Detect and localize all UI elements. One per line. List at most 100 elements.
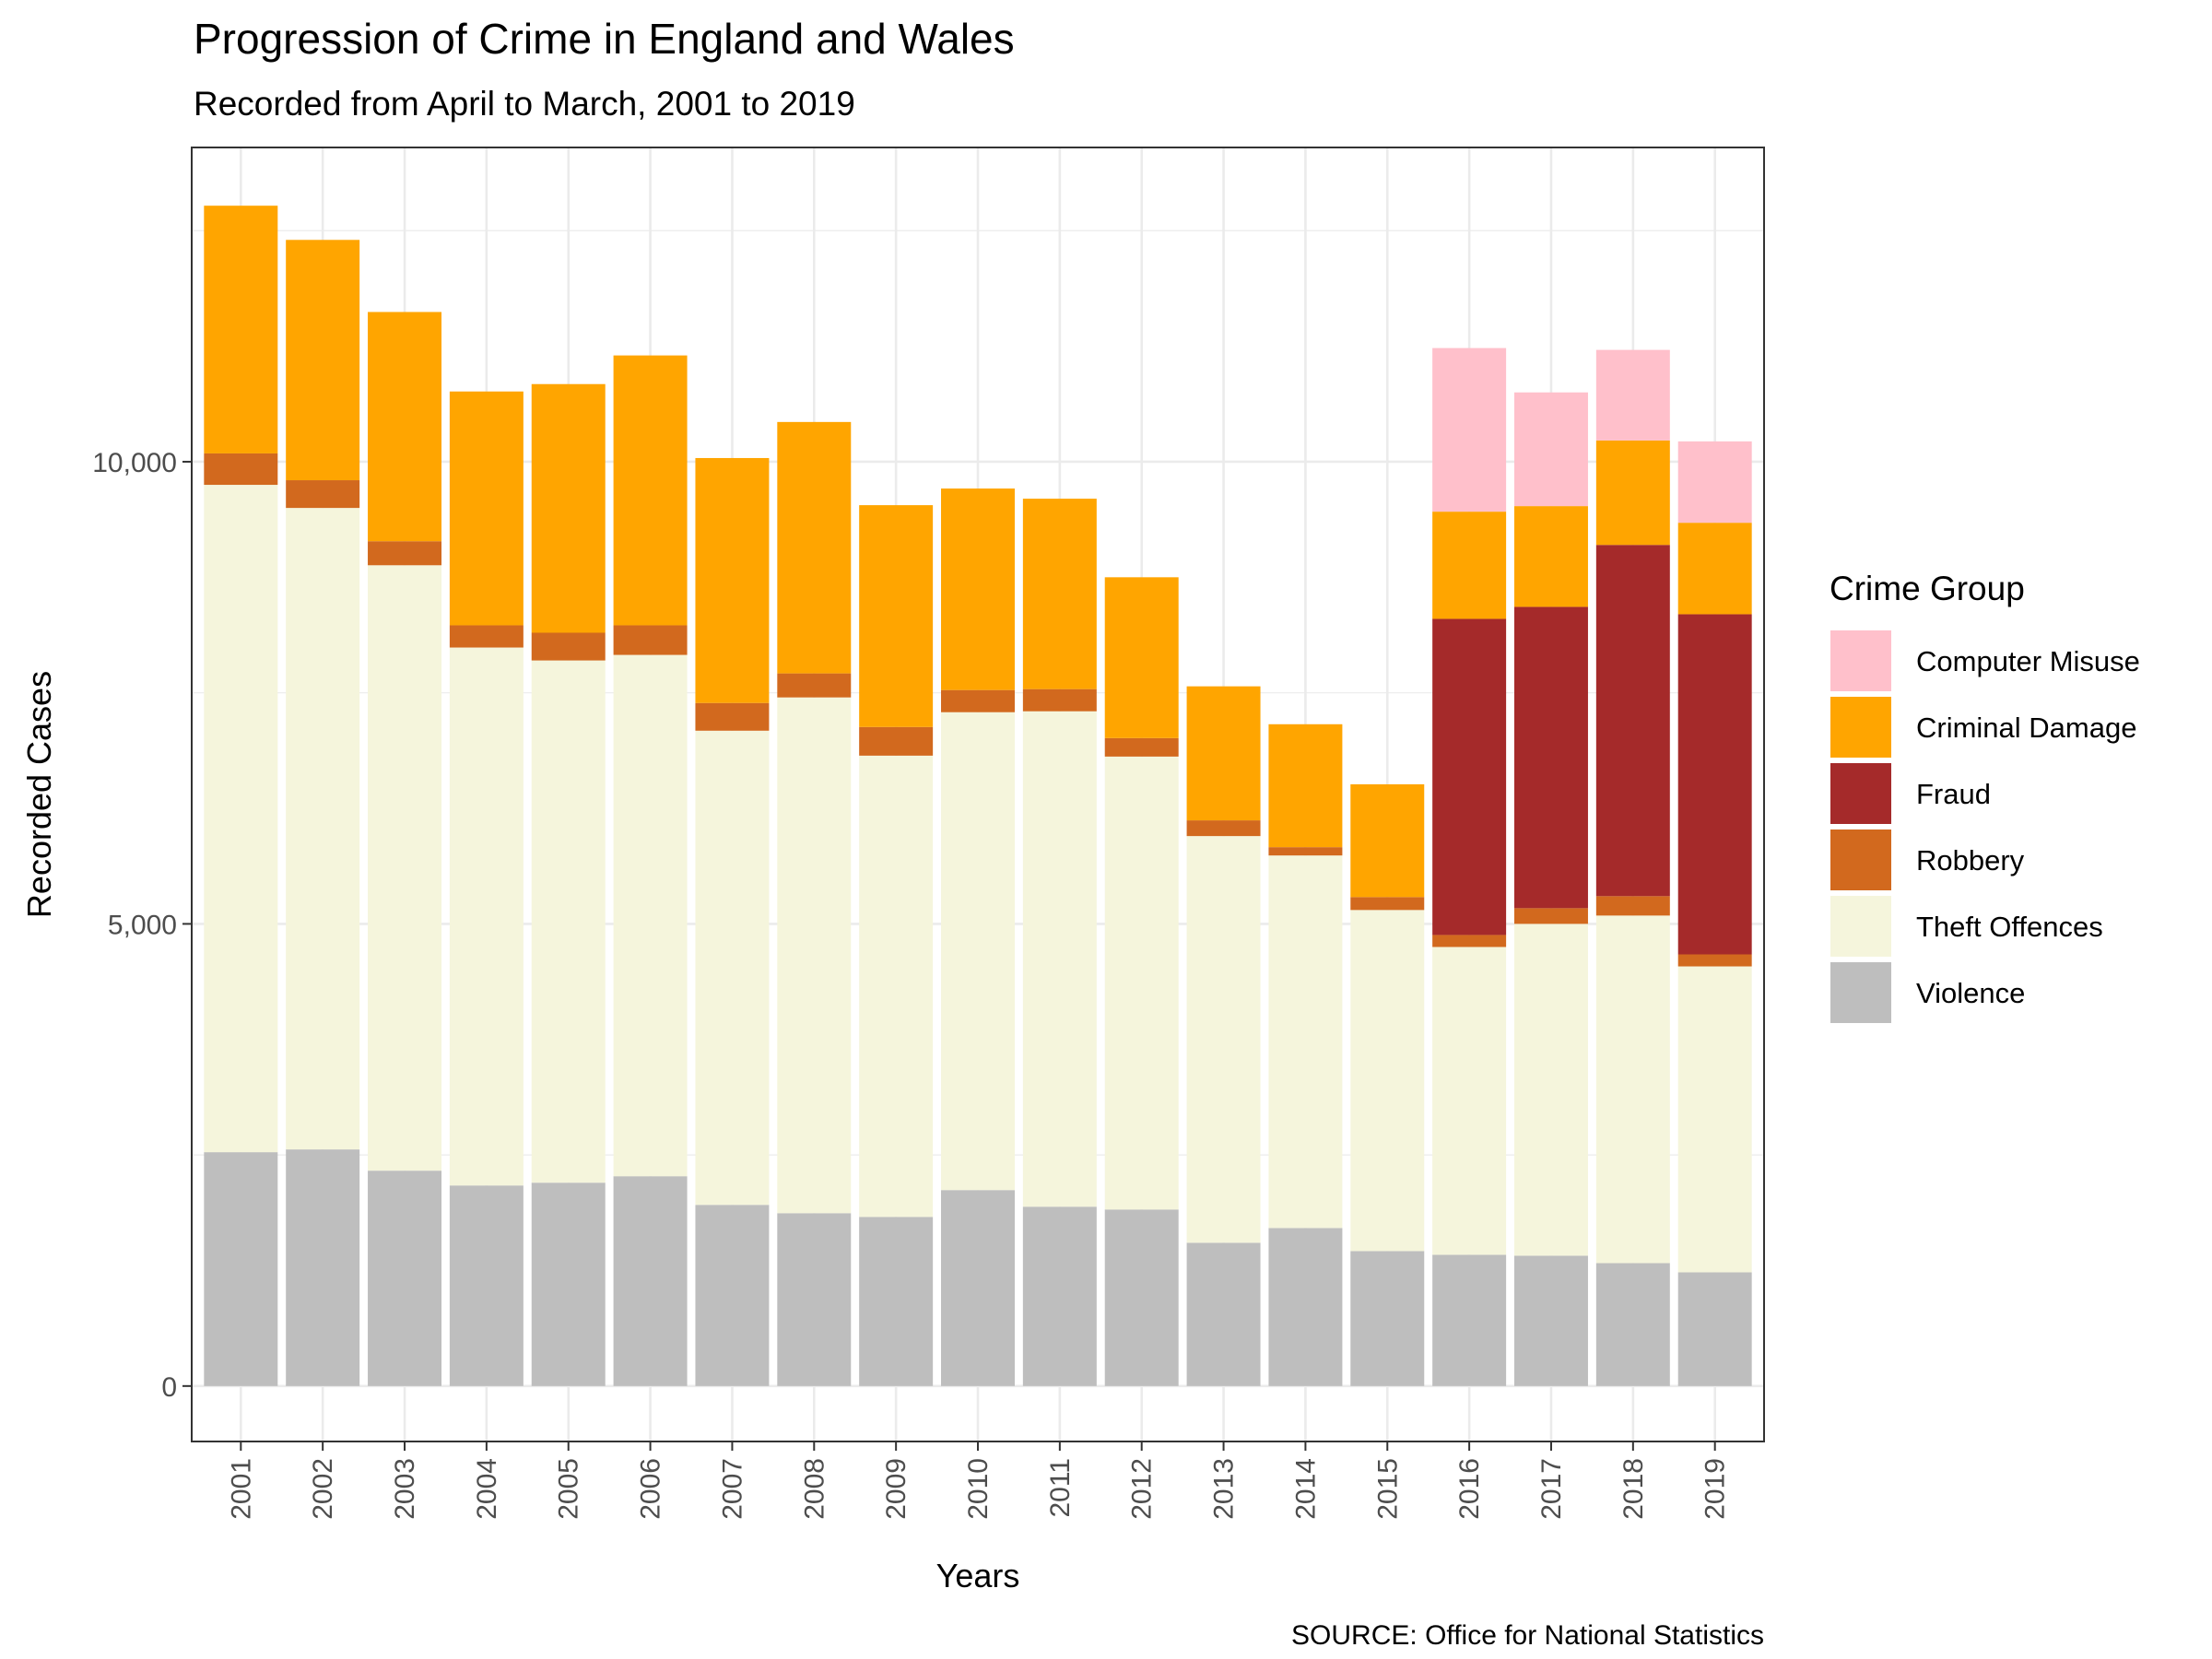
bar-robbery-2009 [859, 726, 934, 756]
bar-violence-2011 [1022, 1206, 1097, 1386]
x-tick-label: 2015 [1372, 1458, 1403, 1520]
x-axis: 2001 2002 2003 2004 2005 2006 2007 2008 2009 2010… [226, 1441, 1731, 1520]
legend: Crime Group Computer Misuse Criminal Dama… [1830, 570, 2140, 1023]
legend-label-criminal-damage: Criminal Damage [1916, 712, 2136, 744]
bar-theft-offences-2015 [1350, 910, 1425, 1252]
bars [204, 206, 1752, 1386]
bar-robbery-2012 [1104, 737, 1179, 757]
bar-theft-offences-2019 [1677, 966, 1752, 1273]
legend-items: Computer Misuse Criminal Damage Fraud Robbe… [1830, 630, 2140, 1023]
bar-theft-offences-2011 [1022, 711, 1097, 1207]
bar-robbery-2017 [1513, 908, 1588, 924]
bar-violence-2005 [531, 1182, 606, 1386]
bar-robbery-2019 [1677, 954, 1752, 967]
x-tick-label: 2011 [1045, 1458, 1076, 1518]
bar-criminal-damage-2007 [695, 457, 770, 703]
bar-computer-misuse-2019 [1677, 441, 1752, 524]
bar-criminal-damage-2012 [1104, 577, 1179, 738]
bar-criminal-damage-2018 [1595, 440, 1670, 546]
x-tick-label: 2013 [1209, 1458, 1240, 1520]
legend-swatch-robbery [1830, 830, 1891, 890]
bar-criminal-damage-2019 [1677, 523, 1752, 615]
bar-violence-2018 [1595, 1263, 1670, 1386]
x-tick-label: 2008 [799, 1458, 830, 1520]
x-tick-label: 2002 [308, 1458, 338, 1520]
bar-violence-2004 [449, 1185, 524, 1386]
bar-theft-offences-2005 [531, 660, 606, 1183]
bar-violence-2002 [286, 1149, 360, 1386]
legend-label-robbery: Robbery [1916, 844, 2025, 877]
bar-fraud-2019 [1677, 614, 1752, 955]
bar-robbery-2016 [1432, 935, 1507, 947]
bar-theft-offences-2007 [695, 730, 770, 1206]
y-tick-label: 0 [161, 1372, 177, 1403]
bar-theft-offences-2008 [777, 697, 852, 1214]
bar-robbery-2013 [1186, 820, 1261, 837]
x-tick-label: 2018 [1618, 1458, 1649, 1520]
bar-violence-2017 [1513, 1255, 1588, 1386]
y-tick-label: 5,000 [108, 910, 177, 940]
bar-criminal-damage-2014 [1268, 724, 1343, 848]
bar-computer-misuse-2018 [1595, 349, 1670, 441]
x-tick-label: 2006 [636, 1458, 666, 1520]
y-axis: 0 5,000 10,000 [92, 448, 192, 1403]
bar-criminal-damage-2008 [777, 421, 852, 674]
legend-label-theft-offences: Theft Offences [1916, 911, 2103, 943]
legend-swatch-criminal-damage [1830, 697, 1891, 758]
bar-violence-2016 [1432, 1254, 1507, 1386]
x-axis-label: Years [936, 1557, 1020, 1594]
bar-robbery-2011 [1022, 688, 1097, 712]
bar-criminal-damage-2015 [1350, 783, 1425, 898]
x-tick-label: 2007 [717, 1458, 747, 1520]
bar-violence-2013 [1186, 1242, 1261, 1386]
legend-swatch-theft-offences [1830, 896, 1891, 957]
legend-title: Crime Group [1830, 570, 2025, 607]
bar-robbery-2006 [613, 625, 688, 655]
bar-violence-2008 [777, 1213, 852, 1386]
bar-criminal-damage-2005 [531, 383, 606, 633]
legend-label-computer-misuse: Computer Misuse [1916, 645, 2140, 677]
bar-theft-offences-2016 [1432, 947, 1507, 1255]
bar-robbery-2008 [777, 673, 852, 698]
bar-violence-2012 [1104, 1209, 1179, 1386]
bar-fraud-2018 [1595, 545, 1670, 897]
legend-swatch-computer-misuse [1830, 630, 1891, 691]
bar-theft-offences-2013 [1186, 836, 1261, 1243]
bar-computer-misuse-2017 [1513, 392, 1588, 507]
bar-fraud-2017 [1513, 606, 1588, 909]
bar-theft-offences-2009 [859, 755, 934, 1218]
bar-criminal-damage-2003 [368, 312, 442, 542]
bar-criminal-damage-2017 [1513, 506, 1588, 607]
bar-robbery-2004 [449, 625, 524, 648]
bar-robbery-2010 [941, 689, 1015, 712]
bar-theft-offences-2006 [613, 654, 688, 1177]
bar-theft-offences-2004 [449, 647, 524, 1186]
bar-violence-2015 [1350, 1251, 1425, 1386]
chart-title: Progression of Crime in England and Wale… [194, 15, 1015, 63]
x-tick-label: 2003 [390, 1458, 420, 1520]
bar-criminal-damage-2011 [1022, 499, 1097, 689]
bar-robbery-2015 [1350, 897, 1425, 911]
bar-violence-2010 [941, 1190, 1015, 1386]
bar-criminal-damage-2016 [1432, 512, 1507, 619]
x-tick-label: 2001 [226, 1458, 256, 1520]
y-axis-label: Recorded Cases [20, 671, 58, 918]
bar-theft-offences-2017 [1513, 924, 1588, 1256]
bar-theft-offences-2003 [368, 565, 442, 1171]
bar-theft-offences-2001 [204, 485, 278, 1153]
chart-caption: SOURCE: Office for National Statistics [1291, 1620, 1764, 1651]
bar-violence-2019 [1677, 1272, 1752, 1386]
bar-theft-offences-2002 [286, 508, 360, 1150]
legend-swatch-violence [1830, 962, 1891, 1023]
bar-violence-2003 [368, 1171, 442, 1386]
legend-label-fraud: Fraud [1916, 778, 1991, 810]
bar-criminal-damage-2002 [286, 240, 360, 481]
bar-robbery-2001 [204, 453, 278, 486]
bar-robbery-2003 [368, 541, 442, 566]
legend-swatch-fraud [1830, 763, 1891, 824]
bar-robbery-2007 [695, 702, 770, 731]
bar-violence-2006 [613, 1176, 688, 1386]
bar-violence-2009 [859, 1217, 934, 1386]
bar-theft-offences-2010 [941, 712, 1015, 1191]
